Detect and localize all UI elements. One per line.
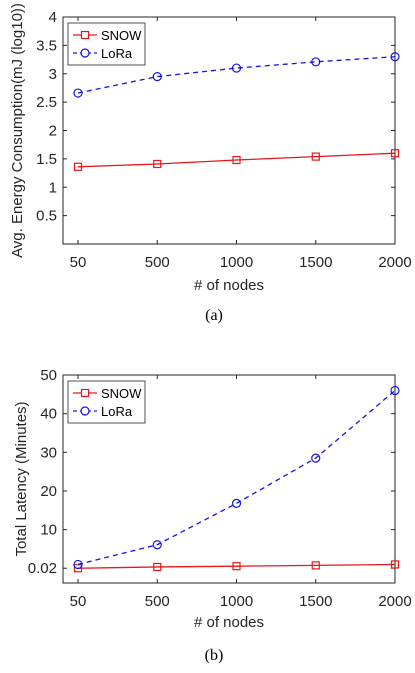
data-point-lora: [231, 63, 242, 73]
y-tick-label: 0.5: [36, 208, 57, 225]
data-point-snow: [311, 152, 320, 161]
x-tick-label: 50: [70, 254, 87, 271]
data-point-snow: [232, 155, 241, 165]
x-tick-label: 500: [145, 593, 170, 610]
y-tick-label: 2.5: [36, 94, 57, 111]
legend-box: [67, 22, 146, 66]
legend-label-lora: LoRa: [101, 404, 133, 419]
legend-label-snow: SNOW: [101, 386, 142, 401]
data-point-snow: [390, 149, 400, 158]
legend-label-snow: SNOW: [101, 28, 142, 43]
legend-box: [67, 380, 146, 424]
data-point-lora: [73, 559, 83, 570]
series-line-snow: [77, 563, 396, 569]
y-tick-label: 40: [40, 406, 57, 423]
y-tick-label: 0.02: [28, 560, 57, 577]
figure-caption: (b): [205, 647, 224, 664]
legend-marker-lora: [80, 48, 90, 58]
x-axis-label: # of nodes: [194, 614, 264, 631]
y-tick-label: 1.5: [36, 151, 57, 168]
legend: SNOW LoRa: [67, 380, 146, 424]
legend-marker-snow: [80, 30, 90, 40]
data-point-snow: [311, 561, 320, 570]
data-point-lora: [73, 88, 83, 98]
series-line-snow: [77, 152, 396, 168]
chart-b: 50 500 1000 1500 2000 0.02 10 20 30 40 50 SNOW LoRa #…: [13, 367, 412, 664]
x-tick-label: 50: [70, 593, 87, 610]
y-tick-label: 3.5: [36, 37, 57, 54]
data-point-snow: [153, 562, 162, 572]
x-tick-label: 1500: [299, 593, 332, 610]
legend-marker-lora: [80, 406, 90, 416]
x-tick-label: 1000: [220, 254, 253, 271]
y-tick-label: 50: [40, 367, 57, 384]
y-axis-label: Avg. Energy Consumption(mJ (log10)): [9, 3, 26, 258]
y-tick-label: 1: [49, 179, 57, 196]
chart-a: 50 500 1000 1500 2000 0.5 1 1.5 2 2.5 3 3.5 4 SNOW LoR…: [9, 3, 412, 324]
y-tick-label: 10: [40, 522, 57, 539]
data-point-lora: [311, 453, 321, 463]
y-tick-label: 20: [40, 483, 57, 500]
data-point-lora: [152, 540, 162, 550]
data-point-snow: [390, 560, 400, 569]
legend-marker-snow: [80, 388, 90, 398]
figure-caption: (a): [205, 307, 223, 324]
data-point-snow: [153, 159, 162, 169]
x-tick-label: 2000: [378, 593, 411, 610]
y-tick-label: 4: [49, 9, 57, 26]
y-tick-label: 2: [49, 123, 57, 140]
y-tick-label: 30: [40, 444, 57, 461]
y-tick-label: 3: [49, 66, 57, 83]
data-point-lora: [390, 52, 400, 62]
plot-area: [62, 374, 396, 584]
series-line-lora: [77, 389, 396, 566]
data-point-snow: [73, 564, 83, 573]
x-tick-label: 2000: [378, 254, 411, 271]
legend-label-lora: LoRa: [101, 46, 133, 61]
x-tick-label: 1000: [220, 593, 253, 610]
data-point-lora: [152, 71, 162, 82]
x-tick-label: 1500: [299, 254, 332, 271]
data-point-lora: [390, 385, 400, 396]
data-point-lora: [231, 498, 242, 508]
data-point-snow: [232, 562, 241, 571]
data-point-lora: [311, 57, 321, 67]
data-point-snow: [73, 162, 83, 171]
legend: SNOW LoRa: [67, 22, 146, 66]
y-axis-label: Total Latency (Minutes): [13, 401, 30, 556]
x-tick-label: 500: [145, 254, 170, 271]
x-axis-label: # of nodes: [194, 277, 264, 294]
